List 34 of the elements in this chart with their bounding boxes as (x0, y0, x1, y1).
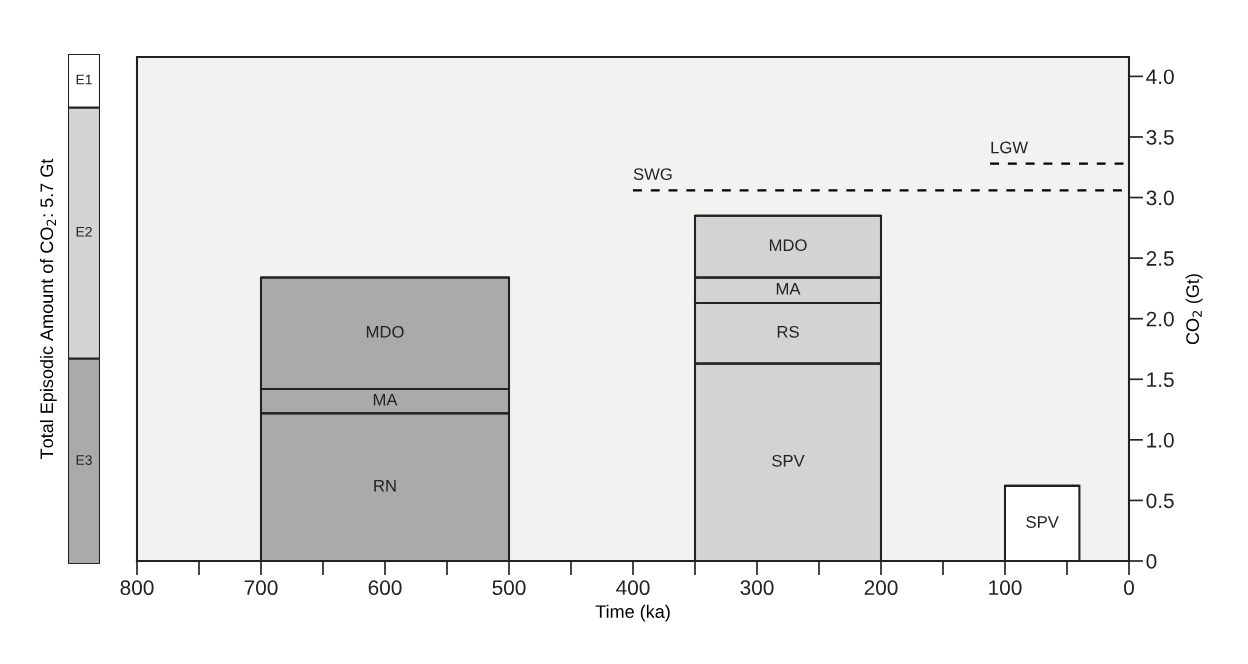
y-tick-label: 0.5 (1146, 493, 1174, 509)
x-tick-label: 0 (1124, 580, 1134, 596)
data-label: MDO (769, 239, 807, 252)
y-tick-label: 3.5 (1146, 129, 1174, 145)
series-label: E1 (76, 74, 92, 85)
data-label: SPV (772, 454, 805, 467)
data-label: RS (777, 325, 799, 338)
y-axis-title: CO$_{2}$ (Gt) (1185, 274, 1203, 345)
series-label: E2 (76, 226, 92, 237)
x-tick-label: 800 (120, 580, 154, 596)
x-tick-label: 200 (864, 580, 898, 596)
y-tick-label: 2.5 (1146, 251, 1174, 266)
x-tick-label: 700 (244, 580, 278, 596)
data-label: MA (776, 283, 801, 295)
y-tick-label: 0 (1146, 554, 1157, 569)
data-label: MDO (366, 325, 404, 338)
y-tick-label: 3.0 (1146, 190, 1174, 206)
y-tick-label: 1.0 (1147, 432, 1174, 448)
series-label: SWG (633, 168, 672, 181)
x-tick-label: 600 (368, 580, 402, 596)
y-tick-label: 1.5 (1147, 372, 1174, 388)
x-tick-label: 100 (989, 580, 1022, 596)
data-label: RN (374, 479, 396, 492)
series-label: LGW (991, 141, 1029, 154)
data-label: SPV (1026, 516, 1059, 528)
data-label: MA (373, 393, 398, 406)
series-label: E3 (76, 455, 92, 465)
y-tick-label: 2.0 (1146, 311, 1174, 327)
x-tick-label: 400 (616, 580, 650, 596)
x-tick-label: 500 (492, 580, 526, 596)
x-axis-title: Time (ka) (595, 604, 670, 622)
y-tick-label: 4.0 (1146, 69, 1174, 85)
x-tick-label: 300 (740, 580, 774, 596)
y-axis-title: Total Episodic Amount of CO$_{2}$: 5.7 Gt (39, 158, 57, 459)
